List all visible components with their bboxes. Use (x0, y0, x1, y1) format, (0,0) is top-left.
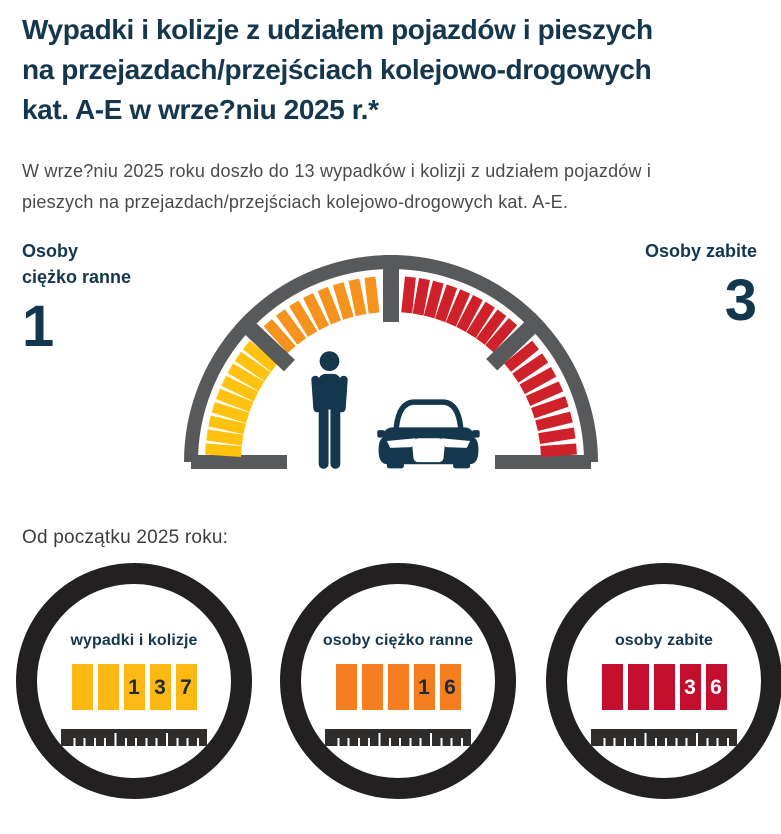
counter-digit: 6 (710, 675, 722, 699)
counter-block (601, 664, 623, 710)
counter-block: 3 (679, 664, 701, 710)
fatalities-value: 3 (724, 268, 757, 333)
severely-injured-label: Osoby ciężko ranne (22, 241, 132, 287)
pedestrian-icon (311, 351, 348, 469)
counter-block: 1 (123, 664, 145, 710)
intro-line-1: W wrze?niu 2025 roku doszło do 13 wypadk… (22, 161, 652, 181)
counter-digit: 3 (684, 675, 696, 699)
page-title-line-3: kat. A-E w wrze?niu 2025 r.* (22, 94, 379, 125)
header: Wypadki i kolizje z udziałem pojazdów i … (22, 10, 653, 130)
severely-injured-value: 1 (22, 294, 55, 359)
fatalities-stat: Osoby zabite 3 (644, 238, 757, 333)
counter-label-fatalities: osoby zabite (614, 632, 714, 649)
counter-label-accidents: wypadki i kolizje (70, 632, 198, 649)
car-icon (377, 399, 480, 469)
counter-block (97, 664, 119, 710)
counter-block (387, 664, 409, 710)
severely-injured-stat: Osoby ciężko ranne 1 (22, 238, 132, 359)
page-title-line-2: na przejazdach/przejściach kolejowo-drog… (22, 54, 652, 85)
counter-digit: 6 (444, 675, 456, 699)
counter-block (335, 664, 357, 710)
counter-block: 3 (149, 664, 171, 710)
counter-block (627, 664, 649, 710)
counter-block (71, 664, 93, 710)
counter-block: 6 (705, 664, 727, 710)
intro-line-2: pieszych na przejazdach/przejściach kole… (22, 192, 569, 212)
ruler-icon (591, 729, 737, 746)
counter-digit: 1 (418, 675, 430, 699)
counter-block: 6 (439, 664, 461, 710)
counter-block: 1 (413, 664, 435, 710)
counter-digit: 1 (128, 675, 140, 699)
intro-paragraph: W wrze?niu 2025 roku doszło do 13 wypadk… (22, 156, 651, 218)
ruler-icon (325, 729, 471, 746)
counter-digit: 7 (180, 675, 192, 699)
speedometer-gauge (184, 255, 598, 469)
counter-block: 7 (175, 664, 197, 710)
counter-digit: 3 (154, 675, 166, 699)
counter-label-injured: osoby ciężko ranne (322, 632, 474, 649)
ruler-icon (61, 729, 207, 746)
counter-block (361, 664, 383, 710)
page-title-line-1: Wypadki i kolizje z udziałem pojazdów i … (22, 14, 653, 45)
counter-block (653, 664, 675, 710)
fatalities-label: Osoby zabite (644, 241, 757, 261)
ytd-heading: Od początku 2025 roku: (22, 527, 229, 548)
